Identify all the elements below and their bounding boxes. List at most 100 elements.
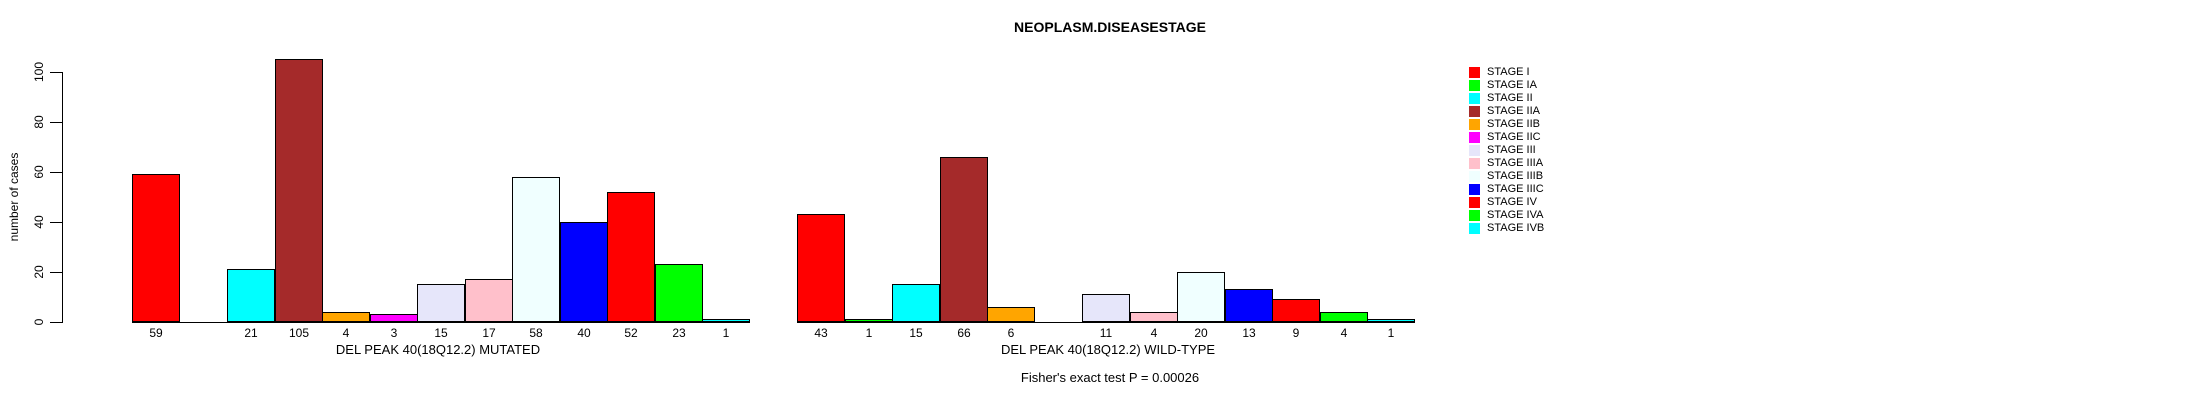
- y-tick-mark: [50, 72, 62, 73]
- legend-item: STAGE IA: [1469, 80, 1537, 91]
- bar: [892, 284, 940, 322]
- legend-swatch: [1469, 158, 1480, 169]
- legend-item: STAGE II: [1469, 93, 1533, 104]
- y-tick-mark: [50, 272, 62, 273]
- legend-swatch: [1469, 93, 1480, 104]
- y-axis-label: number of cases: [7, 152, 21, 242]
- bar: [417, 284, 465, 322]
- x-baseline: [797, 322, 1415, 323]
- legend-item: STAGE I: [1469, 67, 1530, 78]
- bar: [512, 177, 560, 322]
- legend-item: STAGE IIC: [1469, 132, 1541, 143]
- bar: [560, 222, 608, 322]
- bar-value-label: 43: [814, 326, 828, 340]
- legend-item: STAGE IIIC: [1469, 184, 1544, 195]
- bar: [1130, 312, 1178, 322]
- legend-label: STAGE II: [1487, 92, 1533, 104]
- bar-value-label: 15: [909, 326, 923, 340]
- legend-swatch: [1469, 80, 1480, 91]
- bar-value-label: 9: [1292, 326, 1300, 340]
- legend-item: STAGE IIIB: [1469, 171, 1543, 182]
- bar: [1225, 289, 1273, 322]
- bar: [465, 279, 513, 322]
- bar-value-label: 3: [390, 326, 398, 340]
- bar: [227, 269, 275, 322]
- y-tick-label: 80: [32, 115, 46, 129]
- legend-label: STAGE IV: [1487, 196, 1537, 208]
- legend-swatch: [1469, 197, 1480, 208]
- legend-item: STAGE III: [1469, 145, 1536, 156]
- bar: [322, 312, 370, 322]
- bar: [132, 174, 180, 322]
- legend-swatch: [1469, 132, 1480, 143]
- bar-value-label: 13: [1242, 326, 1256, 340]
- legend-label: STAGE IIIC: [1487, 183, 1544, 195]
- bar-value-label: 6: [1007, 326, 1015, 340]
- legend-item: STAGE IIA: [1469, 106, 1540, 117]
- bar-value-label: 15: [434, 326, 448, 340]
- bar: [1320, 312, 1368, 322]
- bar-value-label: 4: [1150, 326, 1158, 340]
- y-tick-mark: [50, 172, 62, 173]
- bar: [845, 319, 893, 322]
- legend-item: STAGE IVA: [1469, 210, 1543, 221]
- bar: [1367, 319, 1415, 322]
- legend-label: STAGE IVA: [1487, 209, 1544, 221]
- legend-item: STAGE IV: [1469, 197, 1537, 208]
- legend-label: STAGE III: [1487, 144, 1536, 156]
- group-axis-label-mutated: DEL PEAK 40(18Q12.2) MUTATED: [335, 342, 541, 357]
- bar-value-label: 1: [722, 326, 730, 340]
- legend-label: STAGE IA: [1487, 79, 1537, 91]
- fisher-test-annotation: Fisher's exact test P = 0.00026: [1020, 370, 1200, 385]
- bar-value-label: 23: [672, 326, 686, 340]
- group-axis-label-wildtype: DEL PEAK 40(18Q12.2) WILD-TYPE: [1000, 342, 1216, 357]
- legend-label: STAGE IIB: [1487, 118, 1540, 130]
- legend-label: STAGE IVB: [1487, 222, 1545, 234]
- legend-swatch: [1469, 223, 1480, 234]
- legend-label: STAGE IIIB: [1487, 170, 1544, 182]
- bar-value-label: 4: [342, 326, 350, 340]
- bar: [1177, 272, 1225, 322]
- legend-label: STAGE IIIA: [1487, 157, 1544, 169]
- legend-label: STAGE IIA: [1487, 105, 1540, 117]
- y-tick-label: 100: [32, 61, 46, 83]
- legend-label: STAGE IIC: [1487, 131, 1541, 143]
- legend-swatch: [1469, 171, 1480, 182]
- bar: [1272, 299, 1320, 322]
- bar-value-label: 11: [1099, 326, 1113, 340]
- legend-label: STAGE I: [1487, 66, 1530, 78]
- bar: [1082, 294, 1130, 322]
- y-tick-label: 60: [32, 165, 46, 179]
- bar-value-label: 58: [529, 326, 543, 340]
- bar-value-label: 66: [957, 326, 971, 340]
- legend-item: STAGE IVB: [1469, 223, 1544, 234]
- bar: [702, 319, 750, 322]
- y-tick-mark: [50, 222, 62, 223]
- y-tick-mark: [50, 122, 62, 123]
- legend-swatch: [1469, 210, 1480, 221]
- legend-item: STAGE IIB: [1469, 119, 1540, 130]
- x-baseline: [132, 322, 750, 323]
- legend-swatch: [1469, 119, 1480, 130]
- bar: [607, 192, 655, 322]
- bar: [370, 314, 418, 322]
- y-tick-label: 40: [32, 215, 46, 229]
- bar-value-label: 21: [244, 326, 258, 340]
- legend-swatch: [1469, 145, 1480, 156]
- bar-value-label: 4: [1340, 326, 1348, 340]
- y-axis-line: [62, 72, 63, 323]
- legend-swatch: [1469, 67, 1480, 78]
- bar: [275, 59, 323, 322]
- legend-swatch: [1469, 106, 1480, 117]
- bar-value-label: 52: [624, 326, 638, 340]
- bar-value-label: 40: [577, 326, 591, 340]
- bar-value-label: 1: [865, 326, 873, 340]
- chart-title: NEOPLASM.DISEASESTAGE: [1014, 19, 1206, 35]
- bar: [940, 157, 988, 322]
- bar-value-label: 105: [288, 326, 310, 340]
- y-tick-label: 0: [32, 318, 46, 326]
- bar: [987, 307, 1035, 322]
- bar-value-label: 20: [1194, 326, 1208, 340]
- bar: [797, 214, 845, 322]
- bar-value-label: 17: [482, 326, 496, 340]
